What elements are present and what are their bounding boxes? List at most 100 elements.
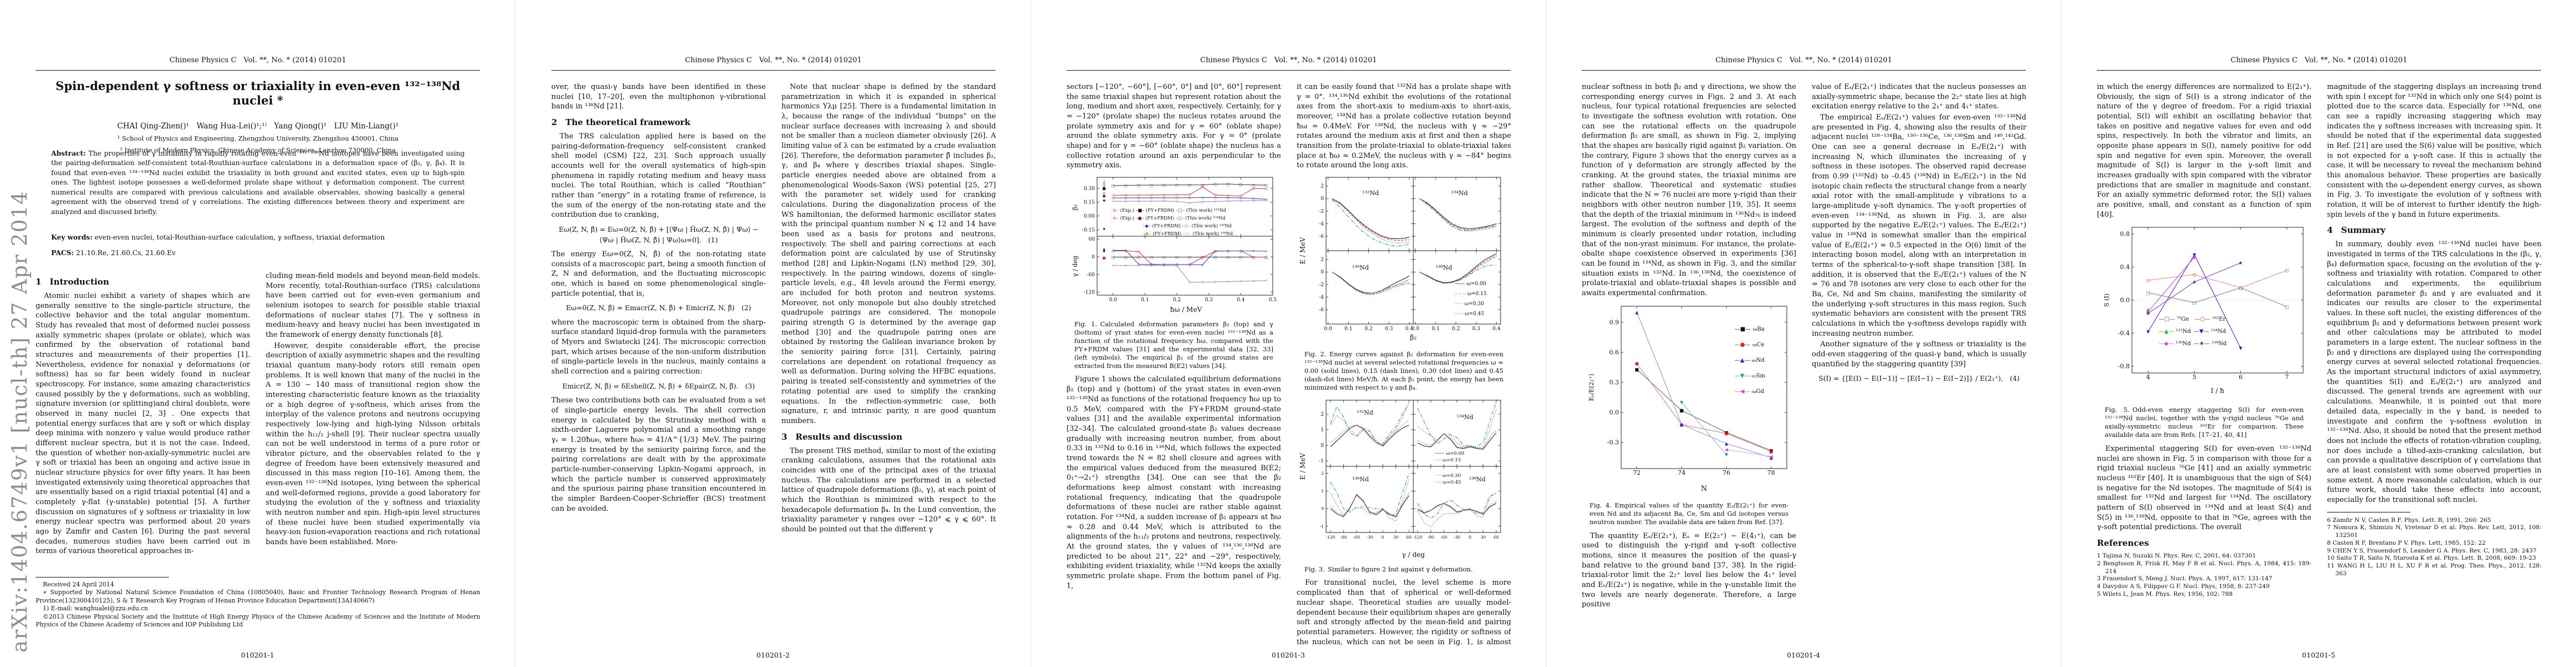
paragraph: where the macroscopic term is obtained f… [551,318,766,376]
svg-text:-120: -120 [1413,535,1422,540]
svg-text:○: ○ [1112,249,1115,253]
svg-text:□: □ [1214,255,1217,260]
affiliation-2: ² Institute of Modern Physics, Chinese A… [119,146,396,154]
svg-text:○: ○ [1201,185,1204,190]
paragraph: cluding mean-field models and beyond mea… [266,272,480,340]
reference-item: 2 Bengtsson R, Frisk H, May F R et al. N… [2097,560,2311,575]
svg-text:5: 5 [2193,374,2196,381]
svg-text:◇: ◇ [1239,249,1242,253]
paragraph: nuclear softness in both β₂ and γ direct… [1582,83,1796,298]
svg-text:□: □ [1188,183,1192,187]
figure-5: □ □ □ □ ○ ○ ○ ○ ▲ ▼ ▼ ▼ ◆ ◆ ★ ★ ★ 4 5 6 7 0.8 0.4 0.0 -0.4 -0.8 S … [2097,223,2311,440]
footnote-support: ∗ Supported by National Natural Science … [36,589,480,604]
svg-text:0.4: 0.4 [2120,263,2130,271]
svg-text:0.1: 0.1 [1344,326,1352,332]
svg-text:☆: ☆ [1175,263,1178,268]
svg-text:○: ○ [2239,286,2243,291]
svg-text:—◆— ¹³⁶Nd —★— ¹³⁸Nd: —◆— ¹³⁶Nd —★— ¹³⁸Nd [2159,341,2227,347]
svg-text:—□— ⁷⁶Ge —○— ¹⁶²Er: —□— ⁷⁶Ge —○— ¹⁶²Er [2159,316,2226,322]
equation-1: Eω(Z, N, β̂) = Eω=0(Z, N, β̂) + [⟨Ψω | Ĥ… [559,226,759,244]
svg-text:○: ○ [1137,193,1140,197]
svg-text:□: □ [1112,255,1115,260]
svg-text:0.9: 0.9 [1610,318,1620,326]
svg-text:0: 0 [1382,535,1384,540]
svg-text:☆: ☆ [1124,263,1128,268]
svg-text:—◀— ₆₄Gd: —◀— ₆₄Gd [1735,389,1765,395]
svg-text:60: 60 [1089,237,1095,242]
figure-2-caption: Fig. 2. Energy curves against β₂ deforma… [1304,351,1503,391]
svg-text:0.6: 0.6 [1610,349,1620,356]
paragraph: However, despite considerable effort, th… [266,341,480,547]
svg-text:0.0: 0.0 [1411,326,1419,332]
svg-text:◇: ◇ [1137,262,1140,267]
svg-text:I / ħ: I / ħ [2211,387,2224,395]
svg-text:72: 72 [1633,469,1641,476]
page2-right-column: Note that nuclear shape is defined by th… [781,82,996,648]
svg-text:-60: -60 [1441,535,1447,540]
title-block: Spin-dependent γ softness or triaxiality… [36,79,480,154]
svg-text:¹³⁸Nd: ¹³⁸Nd [1469,476,1486,483]
svg-text:◇: ◇ [1227,249,1229,253]
reference-item: 9 CHEN Y S, Frauendorf S, Leander G A. P… [2327,547,2537,554]
reference-item: 10 Saito T R, Saito N, Starosta K et al.… [2327,555,2537,562]
svg-text:4: 4 [2146,374,2150,381]
svg-text:β₂: β₂ [1072,205,1079,211]
svg-text:0: 0 [1321,506,1324,511]
svg-text:⊗: ⊗ [1103,191,1106,196]
svg-text:–★– (FY+FRDM) –☆– (This work): –★– (FY+FRDM) –☆– (This work) ¹³⁸Nd [1143,231,1233,236]
svg-text:0.4: 0.4 [1237,297,1245,303]
footnotes: Received 24 April 2014 ∗ Supported by Na… [36,577,480,629]
svg-text:▼: ▼ [2146,330,2150,335]
svg-text:0.0: 0.0 [2120,297,2130,304]
svg-text:□: □ [1163,255,1166,260]
svg-text:◇: ◇ [1163,262,1165,267]
page-5: Chinese Physics C Vol. **, No. * (2014) … [2061,0,2576,667]
svg-text:☆: ☆ [1200,280,1204,285]
svg-text:☆: ☆ [1264,198,1268,203]
svg-text:S (I): S (I) [2103,293,2110,307]
figure-2-plot: 2 0 -2 -4 -6 0.0 0.1 0.2 0.3 0.4 2 0 -2 -4 -6 0.0 0.1 0.2… [1297,174,1511,349]
svg-text:0.4: 0.4 [1406,326,1414,332]
svg-text:◇: ◇ [1201,263,1204,267]
svg-text:0: 0 [1321,196,1324,202]
svg-text:○: ○ [1214,193,1217,197]
svg-text:0: 0 [1092,255,1095,260]
references-list-left: 1 Tajima N, Suzuki N. Phys. Rev. C, 2001… [2097,552,2311,599]
paragraph: it can be easily found that ¹³²Nd has a … [1297,83,1511,170]
svg-text:β₂: β₂ [1410,334,1417,341]
svg-text:□: □ [2193,301,2197,306]
svg-text:—▲— ¹³²Nd —▼— ¹³⁴Nd: —▲— ¹³²Nd —▼— ¹³⁴Nd [2159,328,2226,335]
svg-text:○: ○ [1239,194,1243,198]
svg-text:–⊠– (Exp.) –■– (FY+FRDM) –□– (: –⊠– (Exp.) –■– (FY+FRDM) –□– (This work)… [1110,207,1226,213]
paragraph: Another signature of the γ softness or t… [1812,340,2026,369]
svg-text:◀: ◀ [1770,454,1773,459]
reference-item: 4 Davydov A S, Filippov G F. Nucl. Phys,… [2097,583,2270,590]
svg-text:0.3: 0.3 [1610,379,1620,386]
svg-text:¹³⁸Nd: ¹³⁸Nd [1436,264,1452,271]
svg-text:◇: ◇ [1124,248,1127,253]
svg-text:¹³⁶Nd: ¹³⁶Nd [1352,264,1369,271]
svg-text:☆: ☆ [1112,200,1115,204]
svg-text:▼: ▼ [2193,252,2196,257]
svg-text:◇: ◇ [1175,196,1178,200]
svg-text:0.0: 0.0 [1324,326,1332,332]
svg-text:▲: ▲ [2146,307,2150,312]
svg-text:○: ○ [1175,193,1179,197]
svg-text:☆: ☆ [1163,263,1166,268]
paragraph: sectors [−120°, −60°], [−60°, 0°] and [0… [1067,83,1281,170]
authors-line: CHAI Qing-Zhen()¹ Wang Hua-Lei()¹;¹⁾ Yan… [117,121,399,131]
page2-left-column: over, the quasi-γ bands have been identi… [551,82,766,648]
svg-text:◆: ◆ [1103,249,1105,253]
svg-text:○: ○ [1124,193,1128,197]
svg-text:1: 1 [1321,427,1324,433]
svg-text:60: 60 [1406,535,1412,540]
paragraph: magnitude of the staggering displays an … [2327,83,2542,219]
svg-text:-30: -30 [1453,535,1460,540]
svg-text:0.2: 0.2 [1365,326,1373,332]
svg-text:◇: ◇ [1227,196,1229,200]
svg-text:☆: ☆ [1175,200,1178,204]
header-rule [551,70,995,71]
svg-text:◀: ◀ [1725,447,1728,452]
svg-text:E / MeV: E / MeV [1299,237,1307,264]
svg-text:2: 2 [1321,471,1324,476]
